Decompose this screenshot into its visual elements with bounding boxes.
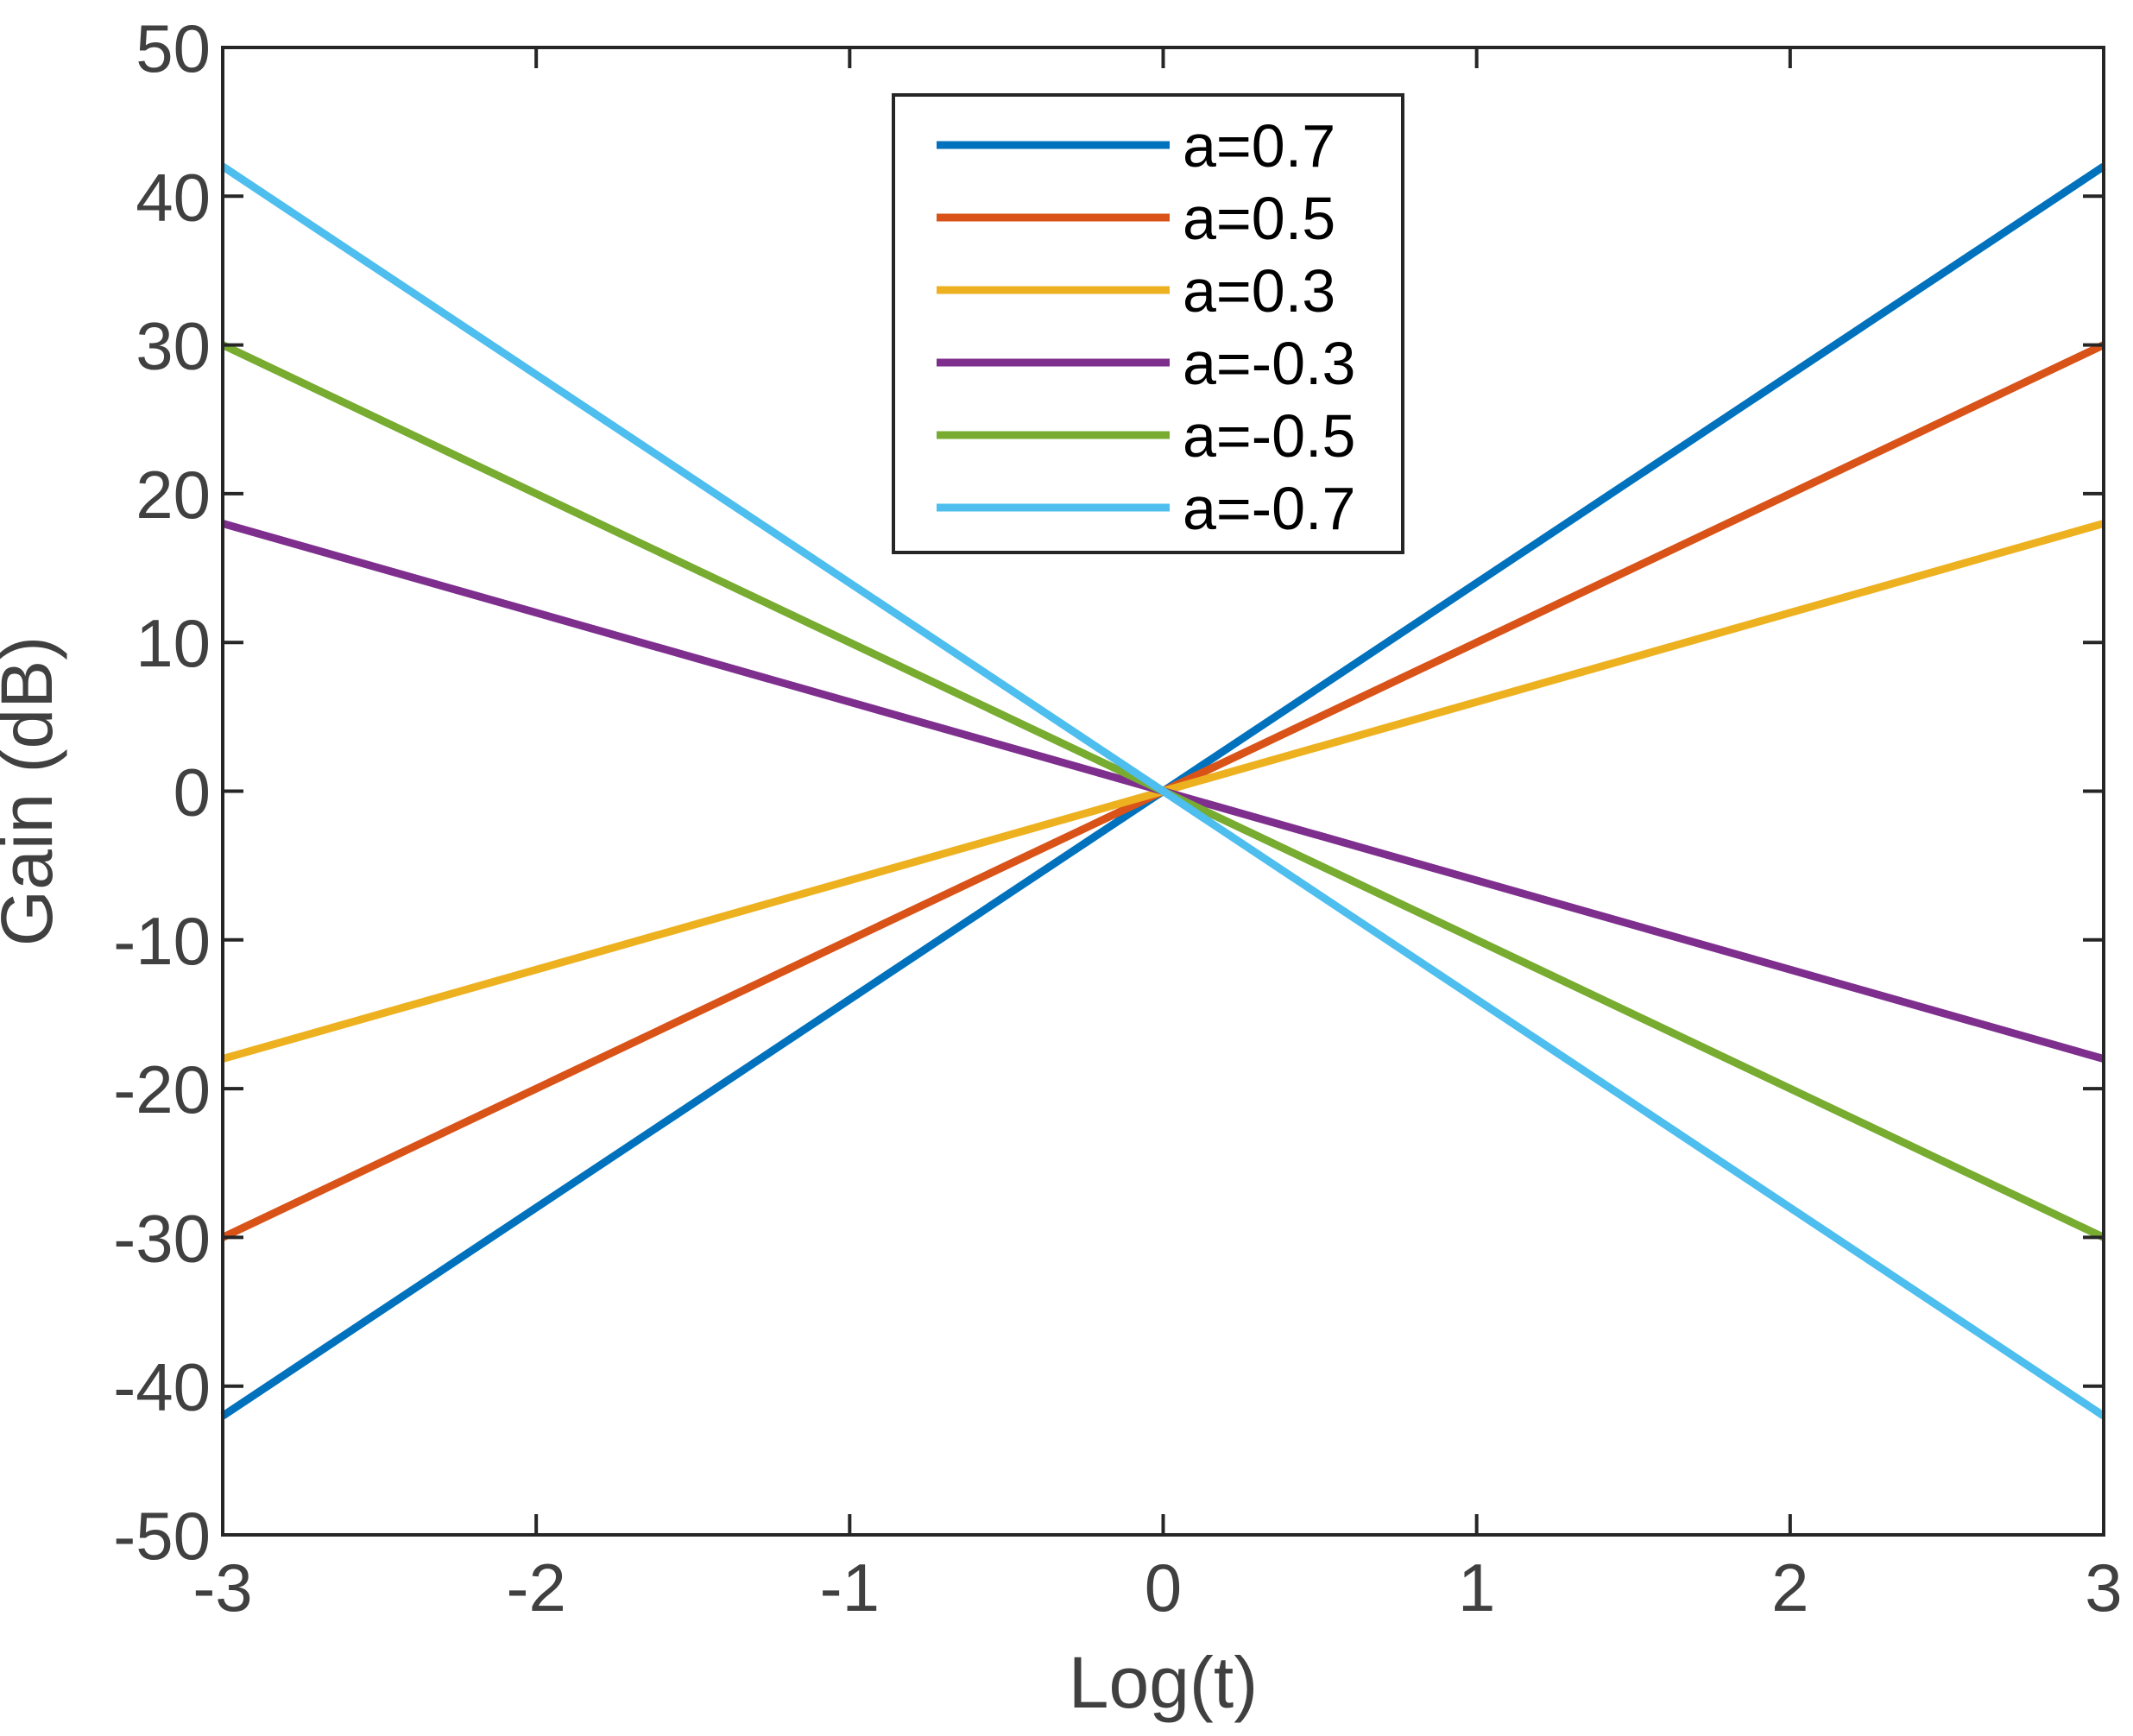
- legend: a=0.7a=0.5a=0.3a=-0.3a=-0.5a=-0.7: [892, 93, 1404, 554]
- x-tick-label: -3: [192, 1550, 252, 1626]
- legend-label: a=-0.5: [1183, 402, 1355, 470]
- y-axis-title: Gain (dB): [0, 636, 67, 946]
- y-tick-label: 10: [136, 605, 211, 681]
- x-tick-label: 3: [2085, 1550, 2122, 1626]
- y-tick-label: 40: [136, 159, 211, 235]
- legend-label: a=0.5: [1183, 185, 1335, 252]
- x-tick-label: 0: [1145, 1550, 1182, 1626]
- y-tick-label: -30: [113, 1200, 211, 1276]
- y-tick-label: 50: [136, 10, 211, 86]
- series-line-5: [220, 163, 2106, 1419]
- legend-label: a=-0.3: [1183, 330, 1355, 397]
- x-axis-title: Log(t): [1069, 1642, 1258, 1723]
- y-tick-label: -40: [113, 1349, 211, 1425]
- legend-label: a=0.3: [1183, 257, 1335, 325]
- y-tick-label: -10: [113, 903, 211, 979]
- y-tick-label: 30: [136, 308, 211, 384]
- x-tick-label: -1: [820, 1550, 880, 1626]
- x-tick-label: 2: [1771, 1550, 1808, 1626]
- legend-label: a=0.7: [1183, 112, 1335, 180]
- series-layer: [220, 163, 2106, 1419]
- x-tick-label: 1: [1458, 1550, 1495, 1626]
- legend-box: [892, 93, 1404, 554]
- legend-label: a=-0.7: [1183, 475, 1355, 542]
- y-tick-label: -20: [113, 1051, 211, 1127]
- x-tick-label: -2: [506, 1550, 565, 1626]
- tick-marks: [221, 46, 2105, 1537]
- y-tick-label: 0: [174, 754, 211, 830]
- legend-items: a=0.7a=0.5a=0.3a=-0.3a=-0.5a=-0.7: [937, 112, 1355, 542]
- y-tick-label: -50: [113, 1498, 211, 1574]
- y-tick-label: 20: [136, 457, 211, 533]
